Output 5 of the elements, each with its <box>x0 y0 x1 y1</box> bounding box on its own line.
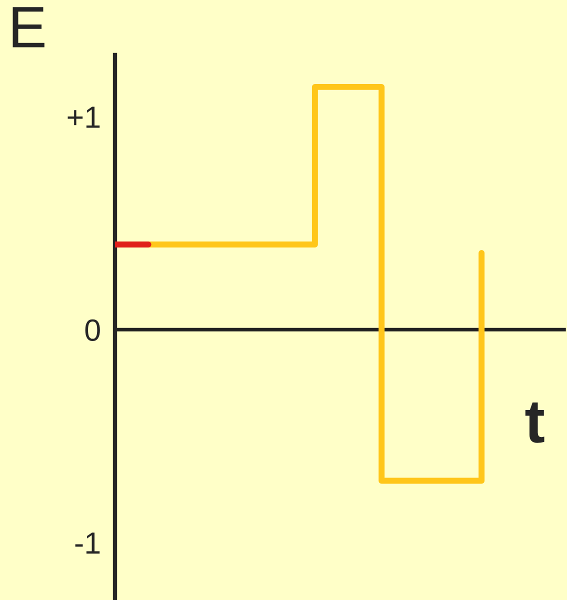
y-tick-label: 0 <box>85 319 100 341</box>
y-tick-label: +1 <box>68 106 100 128</box>
x-axis-title: t <box>525 402 544 443</box>
y-tick-label: -1 <box>75 532 100 554</box>
y-axis-title: E <box>12 7 44 48</box>
